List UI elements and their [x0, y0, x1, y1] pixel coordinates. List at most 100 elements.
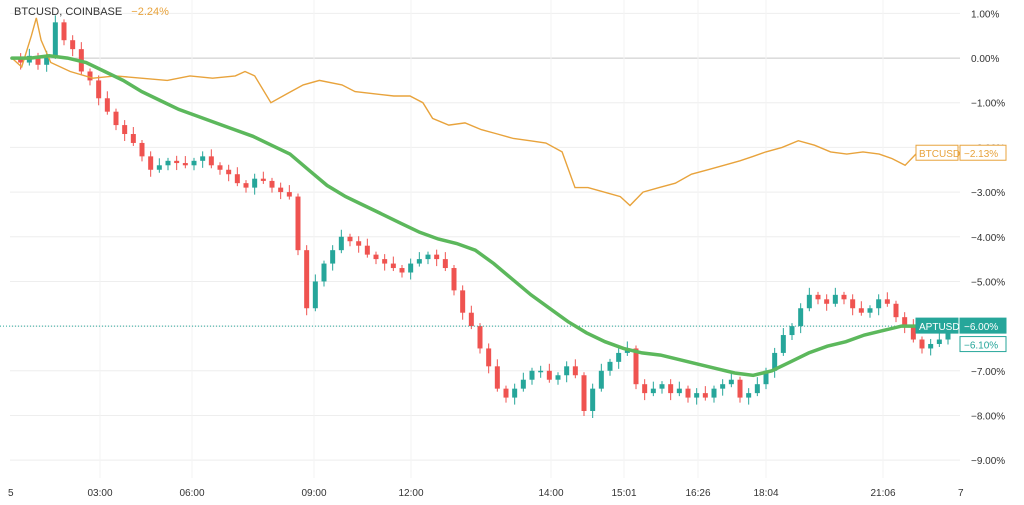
candle-body — [200, 156, 206, 161]
btc-label-value: −2.13% — [964, 149, 998, 160]
candle-body — [728, 379, 734, 385]
legend-exchange: COINBASE — [65, 6, 123, 18]
candle-body — [806, 294, 812, 309]
candle-body — [520, 379, 526, 389]
candle-body — [867, 308, 873, 313]
candle-body — [763, 370, 769, 385]
candle-body — [468, 312, 474, 327]
candle-body — [364, 245, 370, 255]
candle-body — [304, 250, 310, 309]
candle-body — [18, 58, 24, 63]
y-tick-label: 0.00% — [971, 54, 999, 65]
candle-body — [746, 393, 752, 398]
candle-body — [35, 55, 41, 65]
candle-body — [512, 388, 518, 398]
apt-label-symbol: APTUSD — [919, 322, 960, 333]
candle-body — [555, 375, 561, 380]
y-tick-label: −3.00% — [971, 188, 1005, 199]
y-tick-label: 1.00% — [971, 9, 999, 20]
candle-body — [234, 174, 240, 184]
x-tick-label: 14:00 — [538, 488, 563, 499]
candle-body — [928, 343, 934, 349]
candle-body — [564, 366, 570, 376]
apt-last-label: −6.10% — [959, 336, 1007, 353]
candle-body — [295, 196, 301, 251]
candle-body — [711, 388, 717, 398]
candle-body — [945, 330, 951, 340]
candle-body — [546, 370, 552, 380]
candle-body — [884, 299, 890, 304]
candle-body — [252, 178, 258, 188]
x-tick-label: 7 — [958, 488, 964, 499]
candle-body — [139, 142, 145, 157]
candle-body — [590, 388, 596, 411]
candle-body — [373, 254, 379, 260]
candle-body — [243, 183, 249, 188]
candle-body — [572, 366, 578, 376]
y-tick-label: −9.00% — [971, 456, 1005, 467]
y-tick-label: −8.00% — [971, 411, 1005, 422]
x-tick-label: 09:00 — [301, 488, 326, 499]
candle-body — [260, 178, 266, 181]
candle-body — [278, 187, 284, 193]
candle-body — [642, 384, 648, 394]
x-tick-label: 16:26 — [685, 488, 710, 499]
candle-body — [832, 294, 838, 304]
x-tick-label: 12:00 — [398, 488, 423, 499]
candle-body — [616, 352, 622, 362]
candle-body — [919, 339, 925, 349]
candle-body — [286, 192, 292, 197]
apt-label: APTUSD −6.00% — [915, 317, 1007, 334]
candle-body — [122, 125, 128, 135]
candle-body — [191, 160, 197, 166]
candle-body — [668, 384, 674, 394]
candle-body — [269, 180, 275, 188]
candle-body — [338, 236, 344, 251]
candle-body — [52, 22, 58, 56]
y-tick-label: −5.00% — [971, 277, 1005, 288]
candle-body — [408, 263, 414, 273]
candle-body — [382, 259, 388, 264]
candle-body — [312, 281, 318, 309]
candle-body — [347, 236, 353, 242]
candle-body — [685, 388, 691, 398]
candle-body — [815, 294, 821, 300]
apt-label-box — [915, 317, 959, 334]
candle-body — [425, 254, 431, 260]
candle-body — [754, 384, 760, 394]
apt-last-label-value: −6.10% — [964, 341, 998, 352]
apt-last-label-value-box — [959, 336, 1007, 353]
candle-body — [321, 263, 327, 282]
candle-body — [858, 308, 864, 313]
candle-body — [165, 160, 171, 166]
candle-body — [529, 370, 535, 380]
candle-body — [330, 250, 336, 264]
x-tick-label: 03:00 — [87, 488, 112, 499]
candle-body — [772, 352, 778, 371]
candle-body — [356, 241, 362, 246]
candle-body — [494, 366, 500, 389]
candle-body — [486, 348, 492, 367]
candle-body — [96, 80, 102, 99]
candle-body — [581, 375, 587, 411]
candle-body — [460, 290, 466, 313]
candle-body — [659, 384, 665, 389]
candle-body — [702, 393, 708, 398]
btcusd-line — [11, 17, 919, 207]
candle-body — [390, 263, 396, 269]
candle-body — [477, 326, 483, 349]
candle-body — [876, 299, 882, 309]
candle-body — [434, 254, 440, 260]
x-tick-label: 06:00 — [179, 488, 204, 499]
candle-body — [442, 259, 448, 269]
candle-body — [61, 22, 67, 41]
candle-body — [416, 259, 422, 264]
candle-body — [694, 393, 700, 398]
candle-body — [850, 299, 856, 309]
candle-body — [789, 326, 795, 336]
candle-body — [399, 268, 405, 273]
candle-body — [893, 303, 899, 318]
candle-body — [87, 71, 93, 81]
